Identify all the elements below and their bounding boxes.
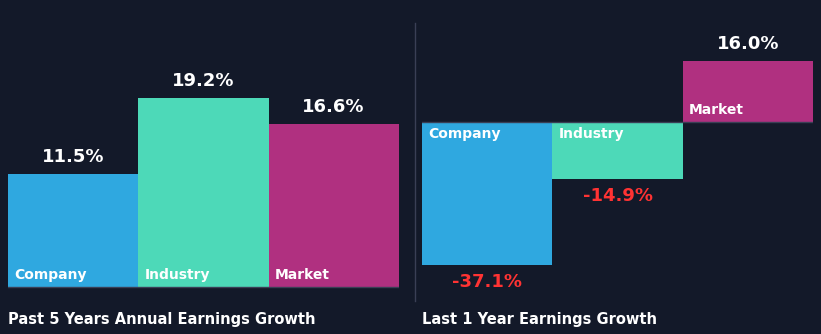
Bar xyxy=(268,124,399,287)
Text: Company: Company xyxy=(15,268,87,282)
Text: -14.9%: -14.9% xyxy=(583,187,653,205)
Text: 16.6%: 16.6% xyxy=(302,98,365,116)
Text: Industry: Industry xyxy=(559,127,625,141)
Text: Company: Company xyxy=(429,127,502,141)
Text: Industry: Industry xyxy=(145,268,210,282)
Text: Last 1 Year Earnings Growth: Last 1 Year Earnings Growth xyxy=(422,312,658,327)
Text: 19.2%: 19.2% xyxy=(172,72,235,91)
Text: 11.5%: 11.5% xyxy=(42,148,104,166)
Text: Market: Market xyxy=(689,103,744,117)
Bar xyxy=(8,174,139,287)
Bar xyxy=(553,122,682,179)
Text: 16.0%: 16.0% xyxy=(717,35,779,53)
Text: Market: Market xyxy=(275,268,330,282)
Text: Past 5 Years Annual Earnings Growth: Past 5 Years Annual Earnings Growth xyxy=(8,312,316,327)
Text: -37.1%: -37.1% xyxy=(452,273,522,291)
Bar xyxy=(139,98,268,287)
Bar xyxy=(682,60,813,122)
Bar xyxy=(422,122,553,265)
